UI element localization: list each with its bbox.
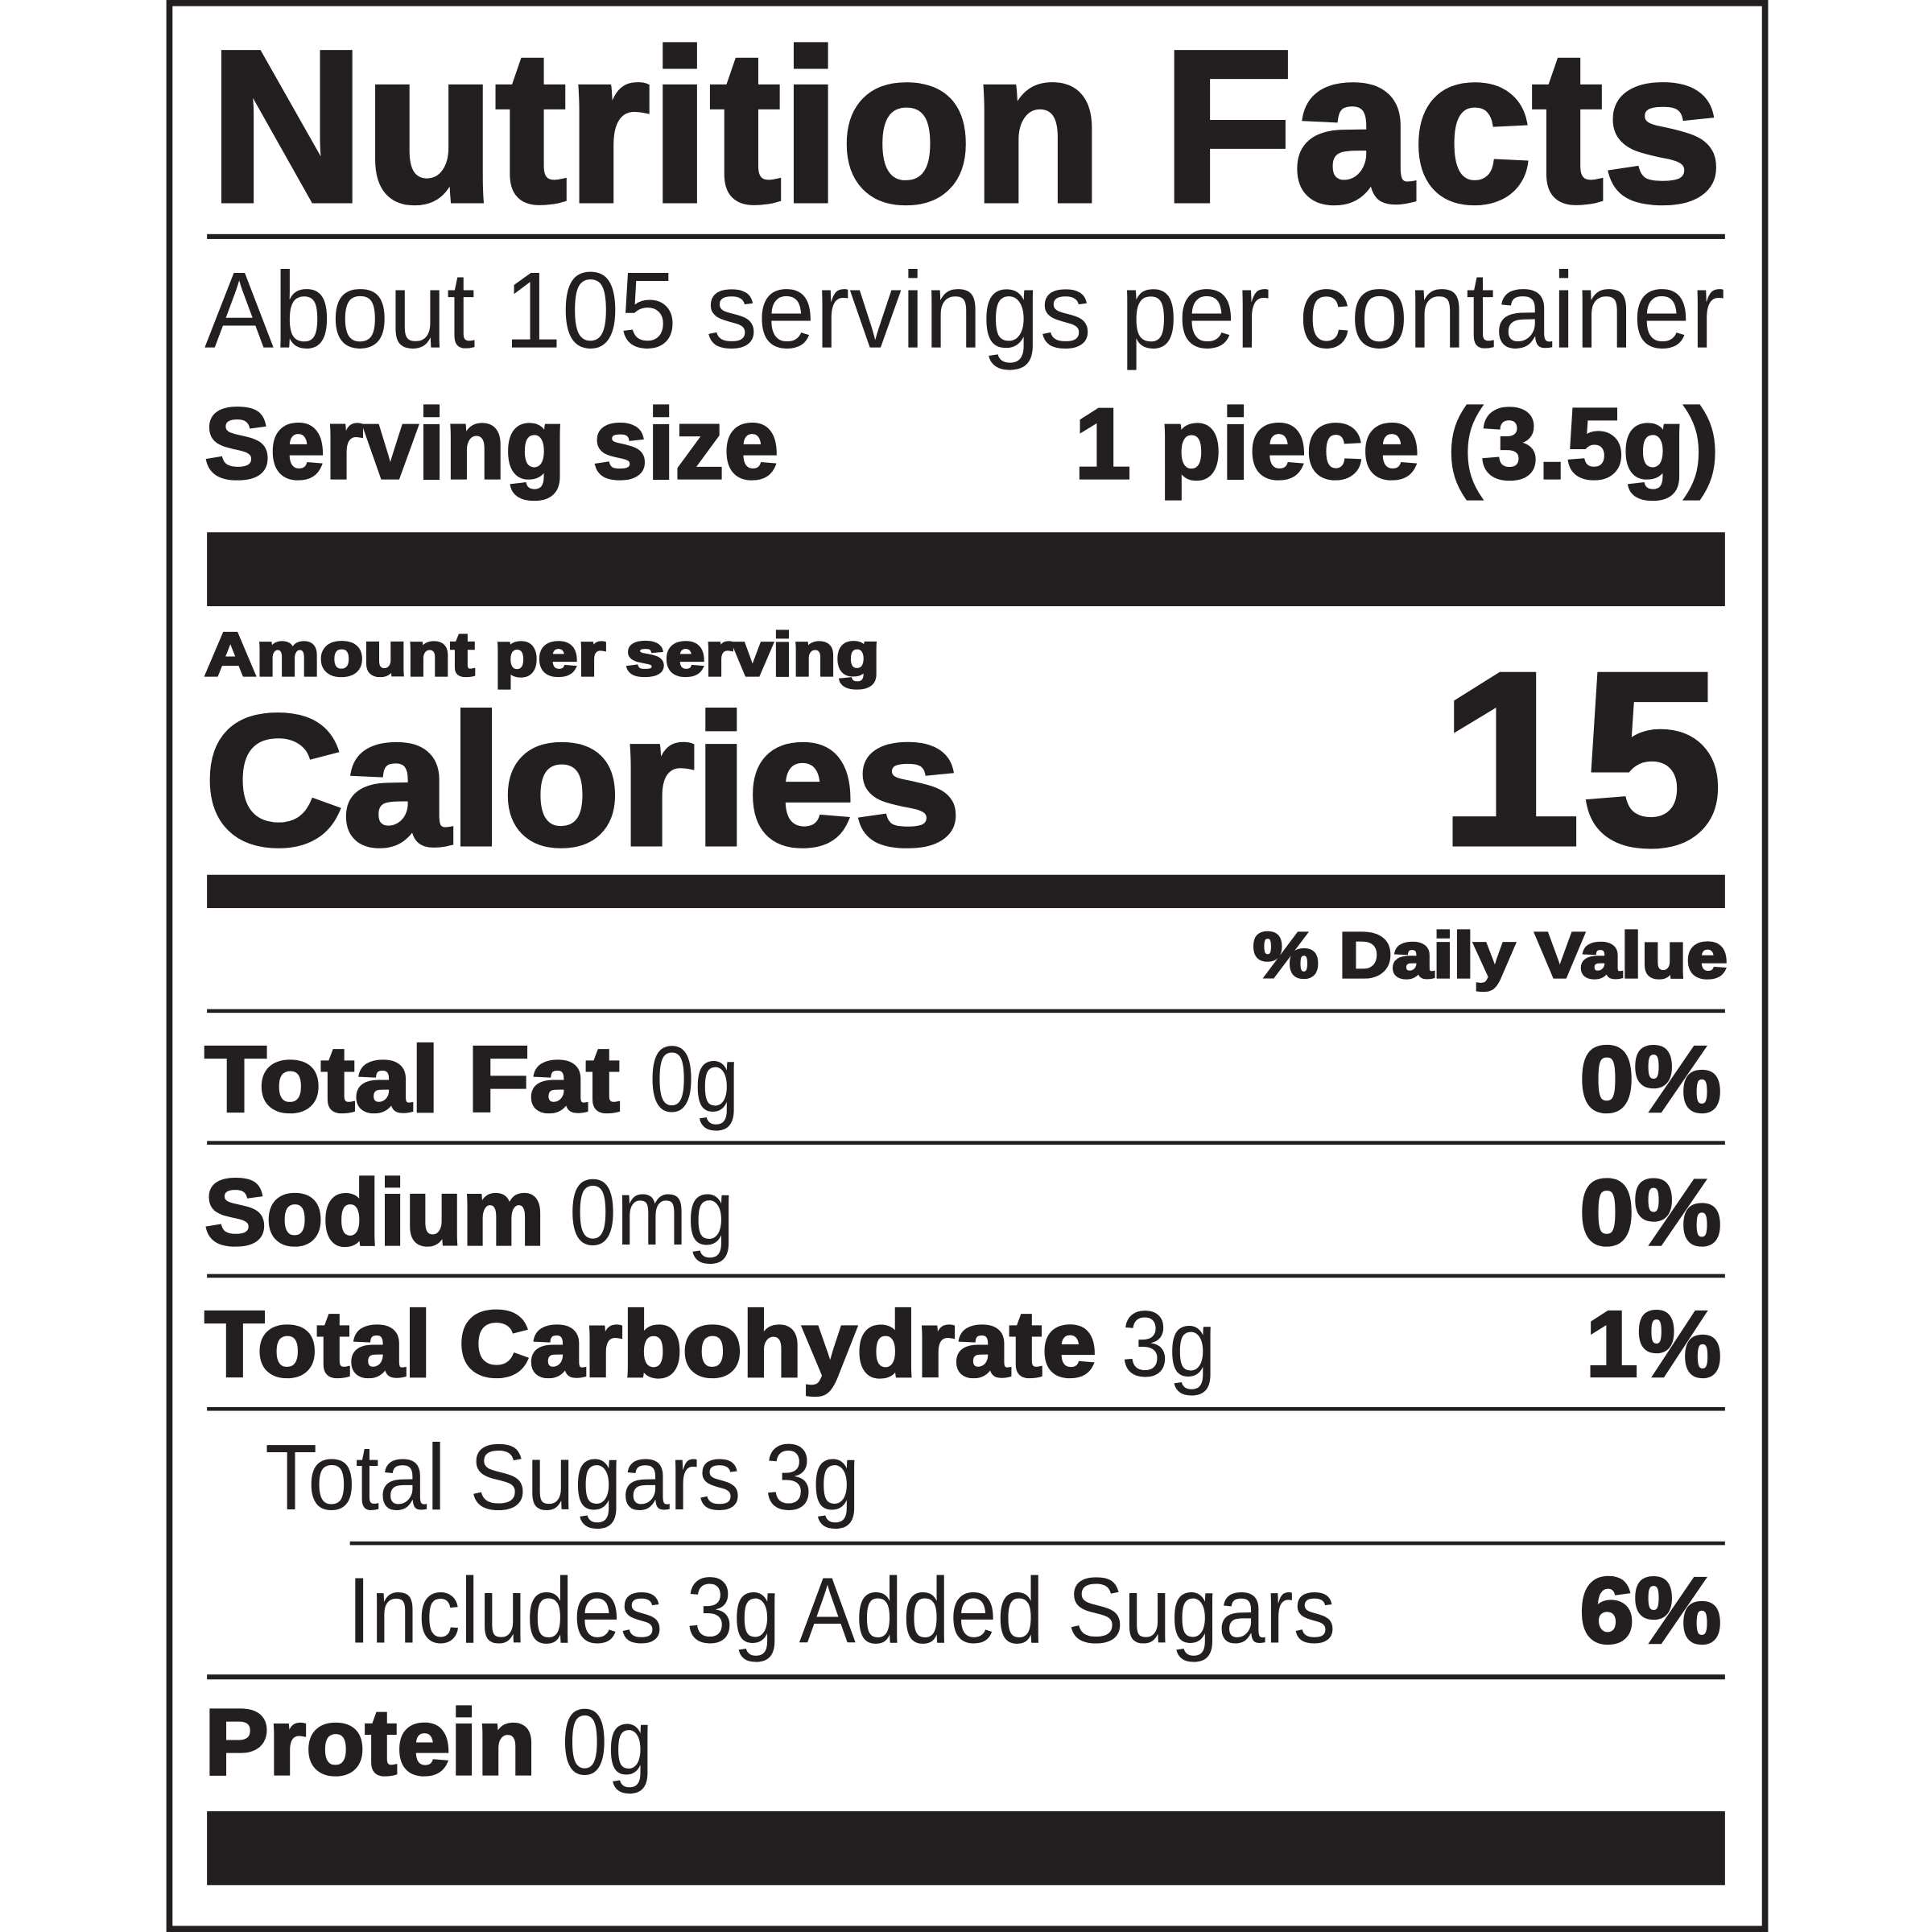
nutrient-amount: 0mg [569,1160,734,1265]
divider-thin [207,1274,1725,1278]
calories-value: 15 [1439,621,1723,896]
daily-value-header: % Daily Value [1253,919,1728,991]
divider-medium [207,874,1725,909]
divider-thin [207,1674,1725,1680]
nutrient-row-total-sugars: Total Sugars 3g [265,1425,860,1530]
nutrient-name: Total Fat [204,1027,620,1132]
divider-thin [207,1406,1725,1411]
nutrient-amount: 3g [1121,1292,1216,1397]
serving-size-label: Serving size [204,389,778,500]
calories-label: Calories [204,676,961,883]
nutrient-name: Total Sugars 3g [265,1425,860,1530]
nutrient-row-total-carbohydrate: Total Carbohydrate 3g 1% [203,1290,1723,1397]
nutrient-dv: 0% [1579,1160,1721,1265]
nutrient-name: Sodium [204,1160,544,1265]
servings-per-container: About 105 servings per container [204,250,1725,371]
nutrient-amount: 0g [562,1690,653,1794]
divider-thin [207,233,1725,239]
label-border [166,0,1769,1932]
nutrient-dv: 6% [1579,1558,1721,1662]
nutrient-row-total-fat: Total Fat 0g 0% [203,1026,1723,1133]
nutrient-row-added-sugars: Includes 3g Added Sugars 6% [348,1557,1723,1664]
nutrient-name: Protein [204,1690,536,1794]
nutrient-dv: 0% [1579,1027,1721,1132]
serving-size-value: 1 piece (3.5g) [1075,389,1719,500]
divider-thin [349,1541,1725,1546]
nutrient-name: Includes 3g Added Sugars [348,1558,1336,1662]
label-title: Nutrition Facts [209,6,1723,246]
amount-per-serving: Amount per serving [204,621,880,689]
nutrient-amount: 0g [650,1027,740,1132]
nutrient-dv: 1% [1586,1292,1721,1397]
nutrient-row-sodium: Sodium 0mg 0% [203,1158,1723,1265]
divider-thick [207,1811,1725,1885]
nutrient-name: Total Carbohydrate [204,1292,1096,1397]
divider-thin [207,1141,1725,1145]
nutrient-row-protein: Protein 0g [203,1688,653,1795]
divider-thick [207,532,1725,607]
divider-thin [207,1009,1725,1013]
